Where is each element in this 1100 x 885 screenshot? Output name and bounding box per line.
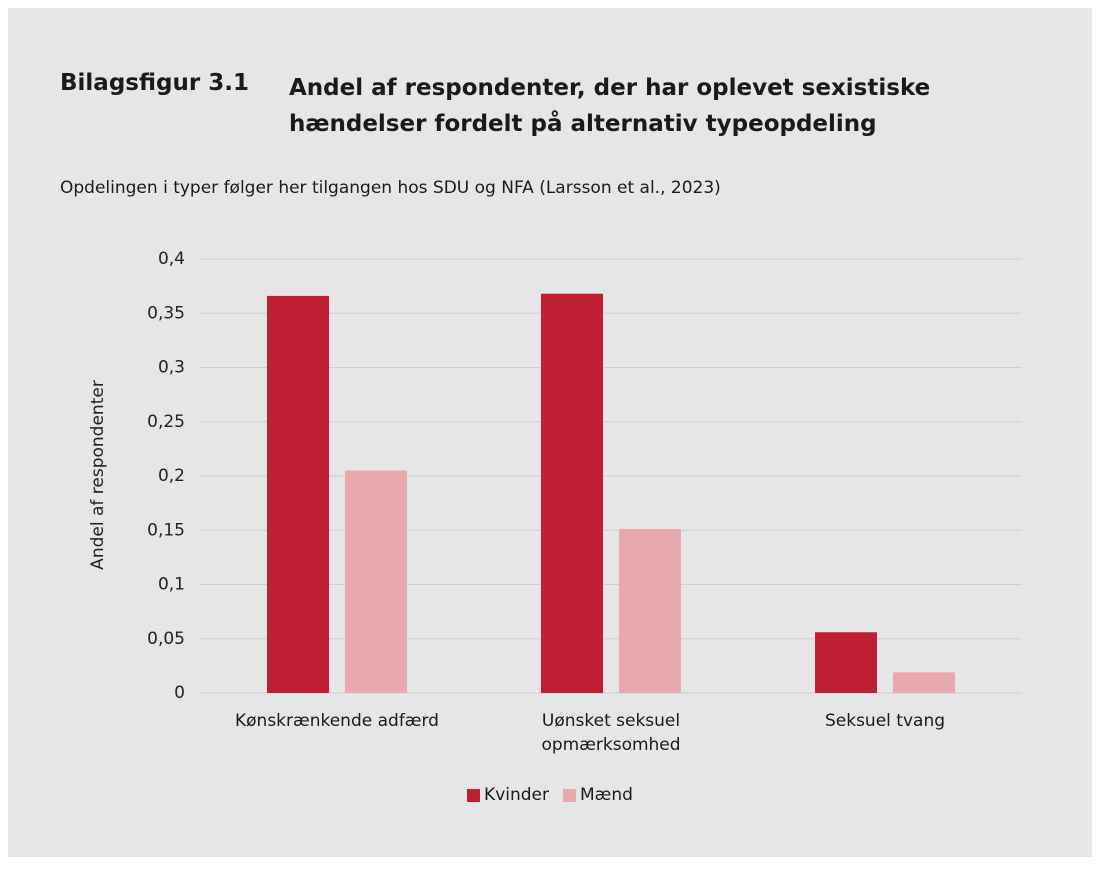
y-tick-label: 0,25 [147,412,185,432]
y-tick-label: 0,2 [158,466,185,486]
y-tick-label: 0,4 [158,249,185,269]
chart-subtitle: Opdelingen i typer følger her tilgangen … [60,178,721,198]
y-tick-label: 0,1 [158,575,185,595]
y-tick-label: 0,05 [147,629,185,649]
legend-label: Mænd [580,785,633,805]
y-tick-label: 0 [174,683,185,703]
legend-swatch [467,788,481,802]
y-tick-label: 0,15 [147,520,185,540]
legend-item: Kvinder [467,785,549,805]
legend: Kvinder Mænd [0,785,1100,805]
y-tick-label: 0,35 [147,303,185,323]
legend-swatch [563,788,576,802]
chart-title: Andel af respondenter, der har oplevet s… [289,75,931,137]
bar [541,293,603,693]
bar [267,295,329,693]
x-tick-label: Seksuel tvang [824,711,946,731]
figure-label: Bilagsfigur 3.1 [60,70,249,96]
y-axis-label: Andel af respondenter [88,380,108,570]
x-tick-label: Uønsket seksuel opmærksomhed [541,711,681,755]
bar [815,632,877,693]
legend-label: Kvinder [484,785,549,805]
bar [893,672,955,693]
x-tick-label: Kønskrænkende adfærd [235,711,439,731]
bar [345,470,407,693]
y-tick-label: 0,3 [158,358,185,378]
bar [619,529,681,693]
legend-item: Mænd [563,785,633,805]
